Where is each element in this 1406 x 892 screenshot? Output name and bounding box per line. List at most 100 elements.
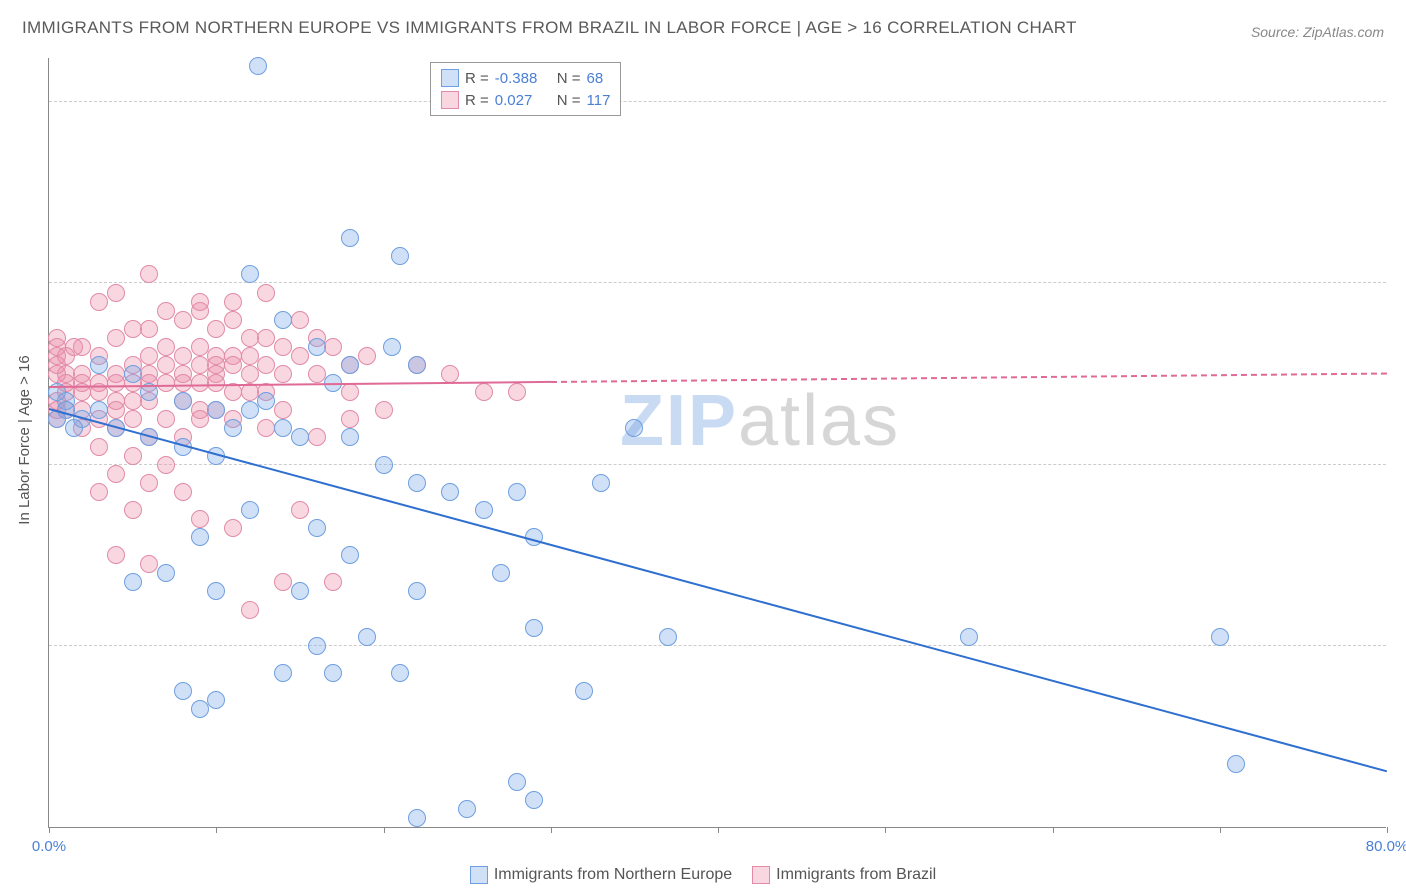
scatter-point <box>475 383 493 401</box>
stats-legend: R =-0.388N =68R =0.027N =117 <box>430 62 621 116</box>
scatter-point <box>408 582 426 600</box>
x-tick-label: 80.0% <box>1366 838 1406 855</box>
scatter-point <box>191 356 209 374</box>
scatter-point <box>107 546 125 564</box>
bottom-legend: Immigrants from Northern Europe Immigrant… <box>0 866 1406 884</box>
scatter-point <box>224 356 242 374</box>
scatter-point <box>65 338 83 356</box>
scatter-point <box>308 365 326 383</box>
plot-area: 40.0%60.0%80.0%100.0%0.0%80.0% <box>48 58 1386 828</box>
x-tick <box>1387 827 1388 833</box>
scatter-point <box>308 637 326 655</box>
scatter-point <box>525 791 543 809</box>
scatter-point <box>274 401 292 419</box>
scatter-point <box>241 347 259 365</box>
scatter-point <box>249 57 267 75</box>
legend-label: Immigrants from Brazil <box>776 866 936 884</box>
r-value: 0.027 <box>495 92 551 109</box>
scatter-point <box>508 483 526 501</box>
scatter-point <box>90 438 108 456</box>
scatter-point <box>308 428 326 446</box>
x-tick <box>1220 827 1221 833</box>
scatter-point <box>157 564 175 582</box>
scatter-point <box>174 311 192 329</box>
scatter-point <box>140 555 158 573</box>
scatter-point <box>48 329 66 347</box>
scatter-point <box>157 302 175 320</box>
scatter-point <box>525 619 543 637</box>
scatter-point <box>174 392 192 410</box>
scatter-point <box>241 265 259 283</box>
scatter-point <box>257 329 275 347</box>
scatter-point <box>174 682 192 700</box>
scatter-point <box>157 410 175 428</box>
scatter-point <box>140 265 158 283</box>
scatter-point <box>341 546 359 564</box>
scatter-point <box>358 347 376 365</box>
scatter-point <box>1227 755 1245 773</box>
scatter-point <box>90 293 108 311</box>
x-tick-label: 0.0% <box>32 838 66 855</box>
scatter-point <box>241 329 259 347</box>
scatter-point <box>391 247 409 265</box>
x-tick <box>885 827 886 833</box>
r-label: R = <box>465 70 489 87</box>
legend-label: Immigrants from Northern Europe <box>494 866 732 884</box>
stats-legend-row: R =-0.388N =68 <box>441 67 610 89</box>
scatter-point <box>659 628 677 646</box>
scatter-point <box>124 410 142 428</box>
scatter-point <box>274 573 292 591</box>
scatter-point <box>508 773 526 791</box>
trend-line <box>551 372 1387 382</box>
scatter-point <box>441 365 459 383</box>
scatter-point <box>291 582 309 600</box>
legend-swatch <box>441 69 459 87</box>
scatter-point <box>191 338 209 356</box>
x-tick <box>718 827 719 833</box>
r-value: -0.388 <box>495 70 551 87</box>
scatter-point <box>274 365 292 383</box>
scatter-point <box>341 410 359 428</box>
scatter-point <box>124 320 142 338</box>
scatter-point <box>207 320 225 338</box>
y-tick-label: 40.0% <box>1396 620 1406 637</box>
x-tick <box>384 827 385 833</box>
scatter-point <box>90 401 108 419</box>
scatter-point <box>383 338 401 356</box>
x-tick <box>1053 827 1054 833</box>
scatter-point <box>207 401 225 419</box>
scatter-point <box>257 356 275 374</box>
gridline <box>49 101 1386 102</box>
scatter-point <box>408 809 426 827</box>
scatter-point <box>157 456 175 474</box>
source-attribution: Source: ZipAtlas.com <box>1251 24 1384 40</box>
scatter-point <box>90 483 108 501</box>
scatter-point <box>107 401 125 419</box>
scatter-point <box>458 800 476 818</box>
scatter-point <box>291 501 309 519</box>
scatter-point <box>257 419 275 437</box>
scatter-point <box>124 447 142 465</box>
scatter-point <box>375 456 393 474</box>
scatter-point <box>207 691 225 709</box>
scatter-point <box>475 501 493 519</box>
scatter-point <box>124 392 142 410</box>
scatter-point <box>341 428 359 446</box>
y-tick-label: 100.0% <box>1396 77 1406 94</box>
scatter-point <box>157 374 175 392</box>
scatter-point <box>107 465 125 483</box>
scatter-point <box>207 582 225 600</box>
x-tick <box>551 827 552 833</box>
scatter-point <box>1211 628 1229 646</box>
scatter-point <box>191 374 209 392</box>
scatter-point <box>224 311 242 329</box>
scatter-point <box>224 419 242 437</box>
scatter-point <box>174 483 192 501</box>
scatter-point <box>241 365 259 383</box>
scatter-point <box>324 664 342 682</box>
r-label: R = <box>465 92 489 109</box>
scatter-point <box>107 329 125 347</box>
scatter-point <box>65 419 83 437</box>
scatter-point <box>960 628 978 646</box>
scatter-point <box>140 347 158 365</box>
